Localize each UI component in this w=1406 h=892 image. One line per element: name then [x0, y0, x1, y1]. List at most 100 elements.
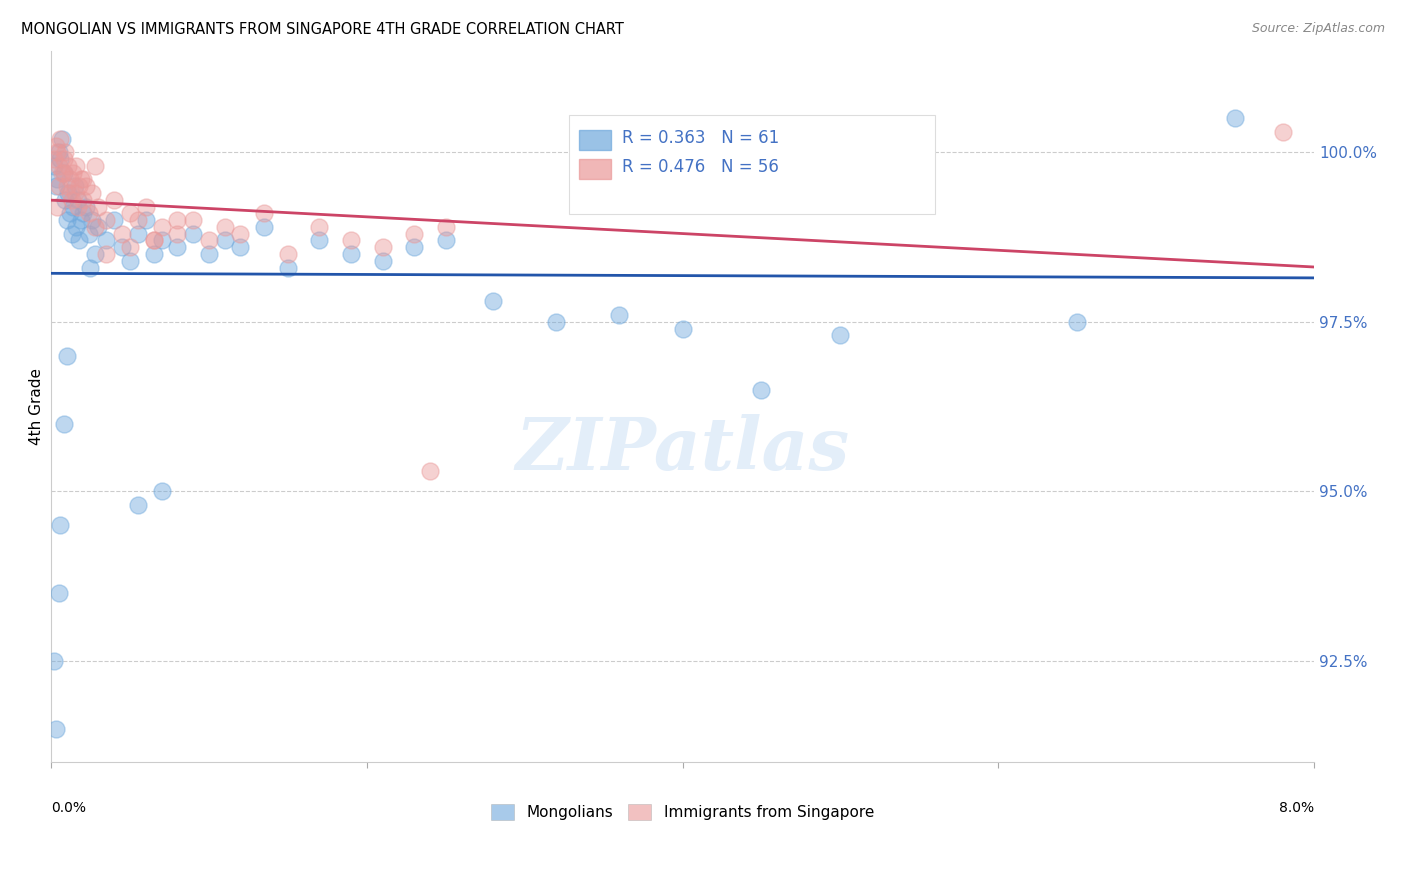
Point — [308, 234, 330, 248]
Point — [49, 518, 72, 533]
Point — [75, 200, 97, 214]
Point — [434, 234, 457, 248]
Point — [59, 186, 82, 200]
Point — [229, 227, 252, 241]
Point — [62, 200, 84, 214]
Point — [44, 159, 66, 173]
Point — [340, 234, 363, 248]
Point — [135, 213, 157, 227]
Point — [127, 498, 149, 512]
Point — [84, 247, 107, 261]
Point — [253, 219, 276, 234]
Point — [62, 166, 84, 180]
Point — [72, 193, 94, 207]
Point — [65, 159, 87, 173]
Point — [751, 383, 773, 397]
Point — [135, 200, 157, 214]
Point — [75, 179, 97, 194]
Point — [103, 213, 125, 227]
Point — [150, 484, 173, 499]
Text: R = 0.363   N = 61: R = 0.363 N = 61 — [621, 129, 779, 147]
Point — [166, 227, 188, 241]
Point — [67, 179, 90, 194]
Point — [371, 240, 394, 254]
Point — [142, 234, 165, 248]
Point — [1271, 125, 1294, 139]
Point — [96, 234, 118, 248]
Text: ZIPatlas: ZIPatlas — [516, 414, 849, 484]
Legend: Mongolians, Immigrants from Singapore: Mongolians, Immigrants from Singapore — [485, 797, 880, 826]
Point — [96, 247, 118, 261]
Point — [80, 186, 103, 200]
Point — [253, 206, 276, 220]
Point — [77, 227, 100, 241]
Point — [48, 159, 70, 173]
Point — [58, 159, 80, 173]
Point — [87, 200, 110, 214]
Point — [214, 219, 236, 234]
Point — [96, 213, 118, 227]
Point — [44, 654, 66, 668]
Point — [52, 417, 75, 431]
Point — [482, 294, 505, 309]
Point — [52, 166, 75, 180]
Point — [49, 132, 72, 146]
Point — [51, 166, 73, 180]
Point — [60, 227, 83, 241]
Point — [45, 138, 67, 153]
Text: 0.0%: 0.0% — [51, 801, 86, 815]
FancyBboxPatch shape — [579, 130, 610, 151]
Point — [59, 172, 82, 186]
Point — [111, 227, 134, 241]
Text: Source: ZipAtlas.com: Source: ZipAtlas.com — [1251, 22, 1385, 36]
Point — [609, 308, 631, 322]
Point — [51, 132, 73, 146]
Point — [48, 145, 70, 160]
Point — [111, 240, 134, 254]
Point — [79, 260, 101, 275]
Point — [181, 213, 204, 227]
Point — [404, 240, 426, 254]
Point — [77, 206, 100, 220]
Point — [45, 722, 67, 736]
Point — [46, 200, 69, 214]
Point — [66, 193, 89, 207]
Point — [53, 145, 76, 160]
Point — [56, 179, 79, 194]
Point — [142, 234, 165, 248]
Point — [84, 159, 107, 173]
FancyBboxPatch shape — [569, 115, 935, 214]
Point — [67, 234, 90, 248]
Point — [59, 206, 82, 220]
Point — [150, 219, 173, 234]
Point — [70, 172, 93, 186]
Point — [56, 349, 79, 363]
Point — [72, 172, 94, 186]
Point — [63, 179, 86, 194]
Point — [56, 213, 79, 227]
Point — [70, 213, 93, 227]
Point — [46, 145, 69, 160]
Point — [53, 193, 76, 207]
Point — [48, 586, 70, 600]
Point — [340, 247, 363, 261]
Point — [142, 247, 165, 261]
Point — [44, 152, 66, 166]
Point — [118, 253, 141, 268]
Point — [80, 213, 103, 227]
Point — [371, 253, 394, 268]
Point — [277, 260, 299, 275]
Point — [1223, 112, 1246, 126]
Text: MONGOLIAN VS IMMIGRANTS FROM SINGAPORE 4TH GRADE CORRELATION CHART: MONGOLIAN VS IMMIGRANTS FROM SINGAPORE 4… — [21, 22, 624, 37]
Point — [419, 464, 441, 478]
Point — [1066, 315, 1088, 329]
Point — [308, 219, 330, 234]
Point — [830, 328, 852, 343]
Point — [118, 240, 141, 254]
Point — [671, 321, 693, 335]
Point — [65, 219, 87, 234]
Point — [198, 247, 221, 261]
Point — [434, 219, 457, 234]
Point — [46, 172, 69, 186]
Point — [87, 219, 110, 234]
